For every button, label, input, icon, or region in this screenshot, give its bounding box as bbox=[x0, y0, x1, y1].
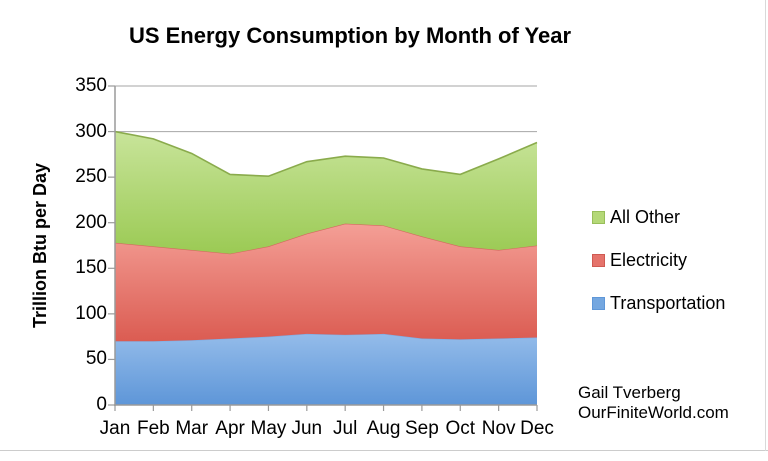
y-tick-label-200: 200 bbox=[75, 211, 107, 233]
image-bottom-border bbox=[0, 450, 768, 451]
legend-item-transportation: Transportation bbox=[592, 293, 725, 314]
legend-label-all-other: All Other bbox=[610, 207, 681, 227]
x-tick-label-jul: Jul bbox=[333, 418, 358, 439]
x-tick-label-jun: Jun bbox=[291, 418, 323, 439]
y-tick-label-250: 250 bbox=[75, 166, 107, 188]
area-all-other bbox=[115, 131, 537, 254]
x-tick-label-oct: Oct bbox=[445, 418, 476, 439]
area-all-other-edge bbox=[114, 130, 538, 178]
x-tick-label-dec: Dec bbox=[520, 418, 554, 439]
area-transportation bbox=[115, 333, 537, 405]
legend-label-electricity: Electricity bbox=[610, 250, 688, 270]
chart-title: US Energy Consumption by Month of Year bbox=[128, 23, 572, 48]
transportation-swatch-icon bbox=[592, 297, 605, 310]
x-tick-label-apr: Apr bbox=[215, 418, 245, 439]
attribution-author: Gail Tverberg bbox=[578, 383, 681, 402]
all-other-swatch-icon bbox=[592, 211, 605, 224]
x-tick-label-sep: Sep bbox=[405, 418, 439, 439]
y-tick-label-300: 300 bbox=[75, 120, 107, 142]
attribution-site: OurFiniteWorld.com bbox=[578, 403, 729, 422]
x-tick-label-jan: Jan bbox=[99, 418, 131, 439]
x-tick-label-feb: Feb bbox=[136, 418, 170, 439]
attribution: Gail Tverberg OurFiniteWorld.com bbox=[578, 383, 729, 423]
x-tick-label-aug: Aug bbox=[366, 418, 401, 439]
y-tick-label-0: 0 bbox=[96, 394, 107, 415]
x-tick-label-may: May bbox=[250, 418, 287, 439]
y-tick-label-150: 150 bbox=[75, 257, 107, 279]
x-tick-label-nov: Nov bbox=[481, 418, 516, 439]
image-right-border bbox=[765, 0, 766, 451]
electricity-swatch-icon bbox=[592, 254, 605, 267]
legend-item-all-other: All Other bbox=[592, 207, 680, 228]
y-tick-label-350: 350 bbox=[75, 75, 107, 96]
y-tick-label-100: 100 bbox=[75, 302, 107, 324]
legend-label-transportation: Transportation bbox=[610, 293, 726, 313]
x-tick-label-mar: Mar bbox=[175, 418, 209, 439]
y-tick-label-50: 50 bbox=[85, 348, 107, 370]
legend-item-electricity: Electricity bbox=[592, 250, 687, 271]
